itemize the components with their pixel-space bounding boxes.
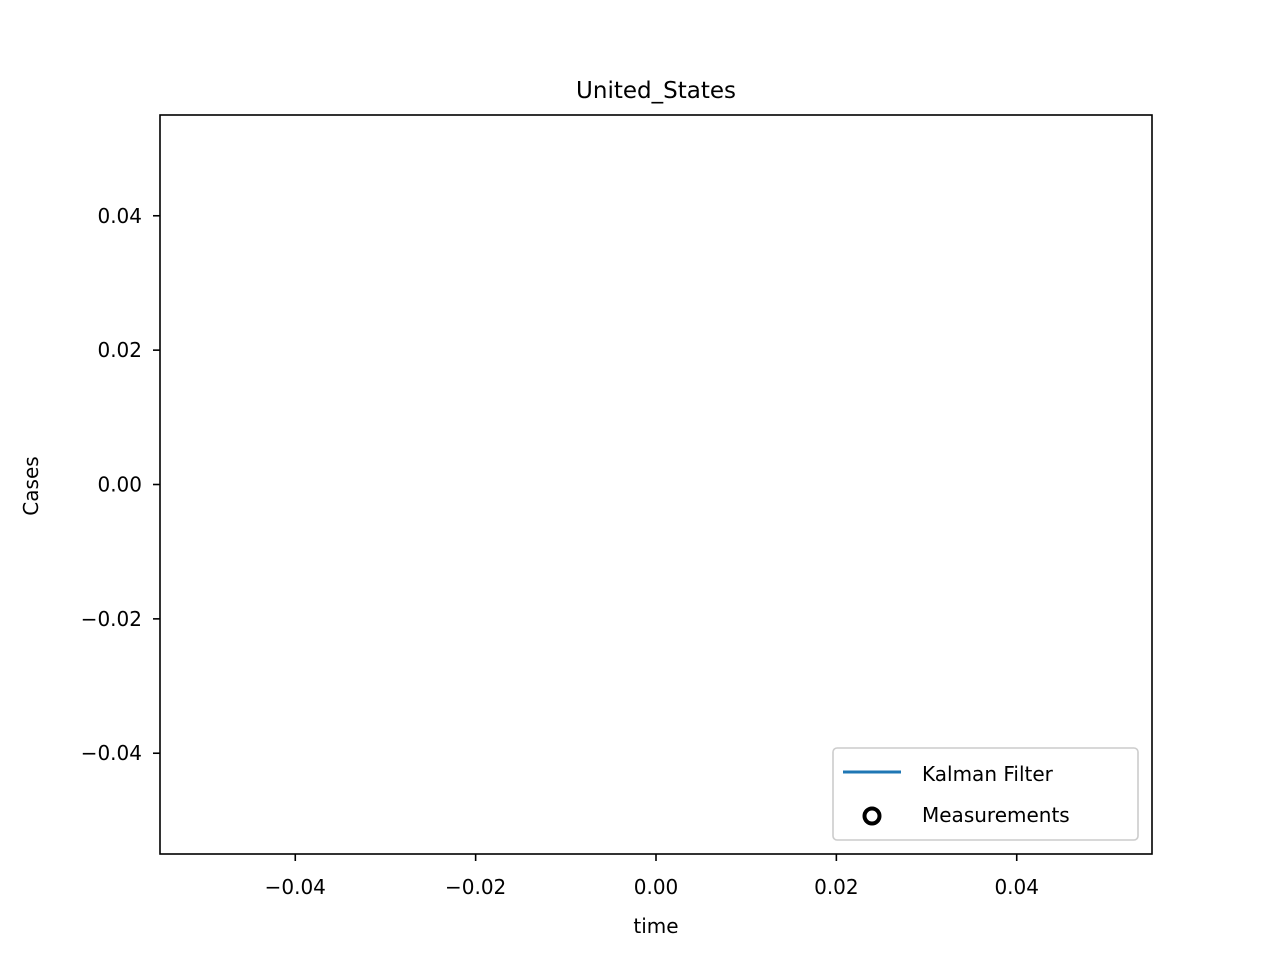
y-axis-ticks: −0.04 −0.02 0.00 0.02 0.04	[81, 204, 160, 765]
x-tick-label: 0.02	[814, 875, 859, 899]
legend-kalman-filter-label: Kalman Filter	[922, 762, 1054, 786]
y-tick-label: −0.04	[81, 741, 142, 765]
plot-area	[159, 114, 1153, 855]
x-tick-label: 0.04	[994, 875, 1039, 899]
x-tick-label: −0.04	[265, 875, 326, 899]
chart-title: United_States	[576, 78, 736, 104]
x-tick-label: 0.00	[634, 875, 679, 899]
x-axis-ticks: −0.04 −0.02 0.00 0.02 0.04	[265, 854, 1039, 899]
legend-measurements-marker	[862, 806, 882, 826]
x-tick-label: −0.02	[445, 875, 506, 899]
y-axis-label: Cases	[19, 456, 43, 515]
legend-box	[832, 747, 1139, 841]
y-tick-label: −0.02	[81, 607, 142, 631]
y-tick-label: 0.02	[97, 338, 142, 362]
legend: Kalman Filter Measurements	[832, 747, 1139, 841]
y-tick-label: 0.04	[97, 204, 142, 228]
axes-background	[160, 115, 1152, 854]
legend-measurements-label: Measurements	[922, 803, 1070, 827]
y-tick-label: 0.00	[97, 473, 142, 497]
x-axis-label: time	[633, 914, 678, 938]
